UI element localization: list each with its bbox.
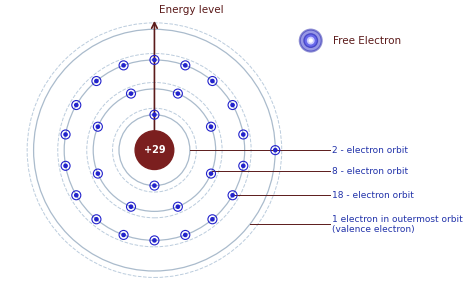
Circle shape: [184, 233, 187, 237]
Circle shape: [184, 64, 187, 67]
Circle shape: [153, 113, 156, 116]
Text: 18 - electron orbit: 18 - electron orbit: [332, 191, 413, 200]
Circle shape: [153, 58, 156, 62]
Circle shape: [309, 39, 312, 42]
Circle shape: [129, 92, 133, 95]
Circle shape: [308, 37, 314, 44]
Text: Energy level: Energy level: [159, 5, 224, 15]
Circle shape: [96, 125, 100, 128]
Circle shape: [153, 239, 156, 242]
Circle shape: [176, 92, 180, 95]
Circle shape: [231, 103, 234, 107]
Circle shape: [300, 30, 322, 51]
Circle shape: [176, 205, 180, 208]
Text: 8 - electron orbit: 8 - electron orbit: [332, 166, 408, 176]
Circle shape: [122, 64, 125, 67]
Circle shape: [242, 164, 245, 167]
Circle shape: [129, 205, 133, 208]
Circle shape: [211, 218, 214, 221]
Text: Free Electron: Free Electron: [333, 35, 401, 46]
Circle shape: [75, 194, 78, 197]
Circle shape: [210, 125, 213, 128]
Circle shape: [153, 184, 156, 187]
Circle shape: [64, 133, 67, 136]
Circle shape: [135, 131, 174, 170]
Circle shape: [95, 218, 98, 221]
Circle shape: [211, 80, 214, 83]
Text: 2 - electron orbit: 2 - electron orbit: [332, 146, 408, 155]
Circle shape: [64, 164, 67, 167]
Circle shape: [304, 34, 318, 47]
Circle shape: [75, 103, 78, 107]
Circle shape: [122, 233, 125, 237]
Circle shape: [242, 133, 245, 136]
Text: 1 electron in outermost orbit
(valence electron): 1 electron in outermost orbit (valence e…: [332, 215, 463, 233]
Circle shape: [273, 148, 277, 152]
Circle shape: [210, 172, 213, 175]
Circle shape: [95, 80, 98, 83]
Circle shape: [96, 172, 100, 175]
Text: +29: +29: [144, 145, 165, 155]
Circle shape: [231, 194, 234, 197]
